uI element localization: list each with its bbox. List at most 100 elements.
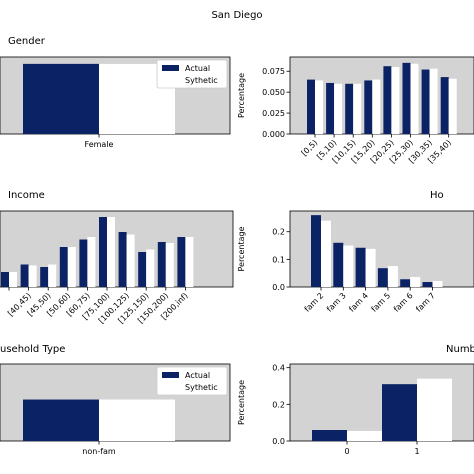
bar-actual-income-3: [59, 247, 68, 287]
bar-synthetic-income-1: [28, 265, 37, 287]
bar-synthetic-income-0: [9, 272, 17, 287]
xtick-label-household_size-5: fam 7: [414, 291, 437, 314]
bar-actual-age-0: [307, 79, 315, 134]
bar-actual-income-6: [118, 232, 127, 287]
bar-actual-income-1: [20, 264, 29, 287]
xtick-label-number-1: 1: [414, 447, 419, 456]
legend-label-synthetic-gender: Sythetic: [185, 76, 218, 85]
legend-label-synthetic-household_type: Sythetic: [185, 383, 218, 392]
legend-label-actual-gender: Actual: [185, 64, 210, 73]
bar-actual-household_size-0: [311, 215, 321, 287]
ytick-label-age-2: 0.050: [262, 88, 285, 97]
bar-synthetic-household_size-0: [321, 220, 331, 287]
plot-area-income: [0, 210, 234, 288]
figure-title: San Diego: [211, 10, 262, 21]
bar-synthetic-household_size-2: [365, 248, 376, 287]
bar-synthetic-age-7: [448, 78, 457, 134]
panel-gender: Gender Female Actual Sythetic: [0, 36, 231, 149]
ylabel-age: Percentage: [237, 73, 246, 118]
ytick-label-household_size-0: 0.0: [272, 283, 285, 292]
bar-actual-household_type-0: [23, 399, 99, 441]
bar-actual-age-3: [364, 80, 373, 134]
xtick-label-household_type-0: non-fam: [82, 447, 116, 456]
bar-actual-household_size-1: [333, 242, 344, 287]
xtick-label-household_size-2: fam 4: [347, 291, 370, 314]
ylabel-household_size: Percentage: [237, 226, 246, 271]
bar-actual-age-5: [402, 62, 411, 134]
bar-actual-household_size-5: [422, 282, 433, 287]
bar-actual-age-1: [326, 82, 335, 134]
bar-synthetic-income-2: [48, 264, 57, 287]
ytick-label-household_size-1: 0.1: [272, 255, 285, 264]
bar-synthetic-income-6: [126, 234, 135, 287]
panels: Gender Female Actual Sythetic [0,5)[5,10)[10…: [0, 36, 474, 456]
bar-actual-income-0: [1, 272, 9, 287]
legend-swatch-synthetic-gender: [161, 76, 180, 84]
ylabel-number: Percentage: [237, 380, 246, 425]
bar-synthetic-income-4: [87, 237, 96, 287]
bar-actual-household_size-2: [355, 247, 366, 287]
panel-household_size: Ho fam 2 fam 3 fam 4 fam 5 fam 6 fam 7 0.0 0.1 0.…: [237, 190, 474, 314]
legend-swatch-actual-household_type: [162, 372, 179, 378]
bar-synthetic-number-1: [417, 378, 452, 441]
bar-actual-age-4: [383, 66, 392, 134]
bar-actual-income-8: [157, 242, 166, 287]
xtick-label-household_size-1: fam 3: [325, 291, 348, 314]
bar-actual-number-0: [312, 430, 347, 441]
panel-household_type: usehold Type non-fam Actual Sythetic: [0, 344, 231, 456]
bar-actual-household_size-3: [377, 268, 388, 287]
bar-synthetic-income-3: [67, 247, 76, 287]
legend-label-actual-household_type: Actual: [185, 371, 210, 380]
bar-actual-income-2: [40, 267, 49, 287]
legend-swatch-synthetic-household_type: [161, 383, 180, 391]
bar-synthetic-number-0: [347, 430, 382, 441]
ytick-label-household_size-2: 0.2: [272, 228, 285, 237]
ytick-label-age-0: 0.000: [262, 130, 285, 139]
bar-actual-age-7: [440, 77, 449, 134]
bar-actual-number-1: [382, 384, 417, 441]
ytick-label-number-0: 0.0: [272, 437, 285, 446]
panel-title-number: Numb: [446, 344, 474, 355]
panel-income: Income[40,45)[45,50)[50,60)[60,75)[75,10…: [0, 190, 234, 325]
bar-synthetic-age-5: [410, 63, 419, 135]
bar-actual-income-5: [99, 217, 107, 287]
xtick-label-gender-0: Female: [85, 140, 114, 149]
xtick-label-number-0: 0: [344, 447, 349, 456]
panel-title-income: Income: [8, 190, 45, 201]
ytick-label-age-1: 0.025: [262, 109, 285, 118]
panel-title-gender: Gender: [8, 36, 46, 47]
bar-synthetic-income-8: [165, 243, 174, 287]
bar-synthetic-household_size-5: [432, 280, 443, 287]
bar-synthetic-income-9: [185, 237, 194, 287]
bar-actual-age-2: [345, 83, 354, 134]
ytick-label-number-1: 0.2: [272, 400, 285, 409]
bar-synthetic-household_type-0: [99, 399, 175, 441]
bar-actual-gender-0: [23, 63, 99, 134]
bar-synthetic-household_size-3: [387, 265, 398, 287]
xtick-label-household_size-3: fam 5: [370, 291, 393, 314]
bar-synthetic-age-0: [315, 80, 323, 134]
bar-synthetic-age-6: [429, 68, 438, 134]
bar-synthetic-age-1: [334, 83, 343, 134]
bar-synthetic-age-2: [353, 83, 362, 134]
bar-actual-age-6: [421, 69, 430, 134]
legend-swatch-actual-gender: [162, 65, 179, 71]
ytick-label-number-2: 0.4: [272, 364, 285, 373]
bar-actual-income-4: [79, 239, 88, 287]
panel-title-household_type: usehold Type: [0, 344, 65, 355]
bar-actual-household_size-4: [400, 279, 411, 287]
panel-age: [0,5)[5,10)[10,15)[15,20)[20,25)[25,30)[…: [237, 56, 474, 165]
bar-synthetic-age-4: [391, 67, 400, 134]
bar-synthetic-household_size-1: [343, 245, 354, 287]
xtick-label-household_size-4: fam 6: [392, 291, 415, 314]
panel-number: Numb 0 1 0.0 0.2 0.4 Percentage: [237, 344, 474, 456]
bar-synthetic-age-3: [372, 79, 381, 134]
bar-synthetic-income-7: [146, 249, 155, 287]
panel-title-household_size: Ho: [430, 190, 444, 201]
ytick-label-age-3: 0.075: [262, 67, 285, 76]
bar-actual-income-7: [138, 252, 147, 287]
bar-synthetic-household_size-4: [410, 277, 421, 287]
bar-actual-income-9: [177, 237, 186, 287]
bar-synthetic-income-5: [107, 217, 115, 287]
